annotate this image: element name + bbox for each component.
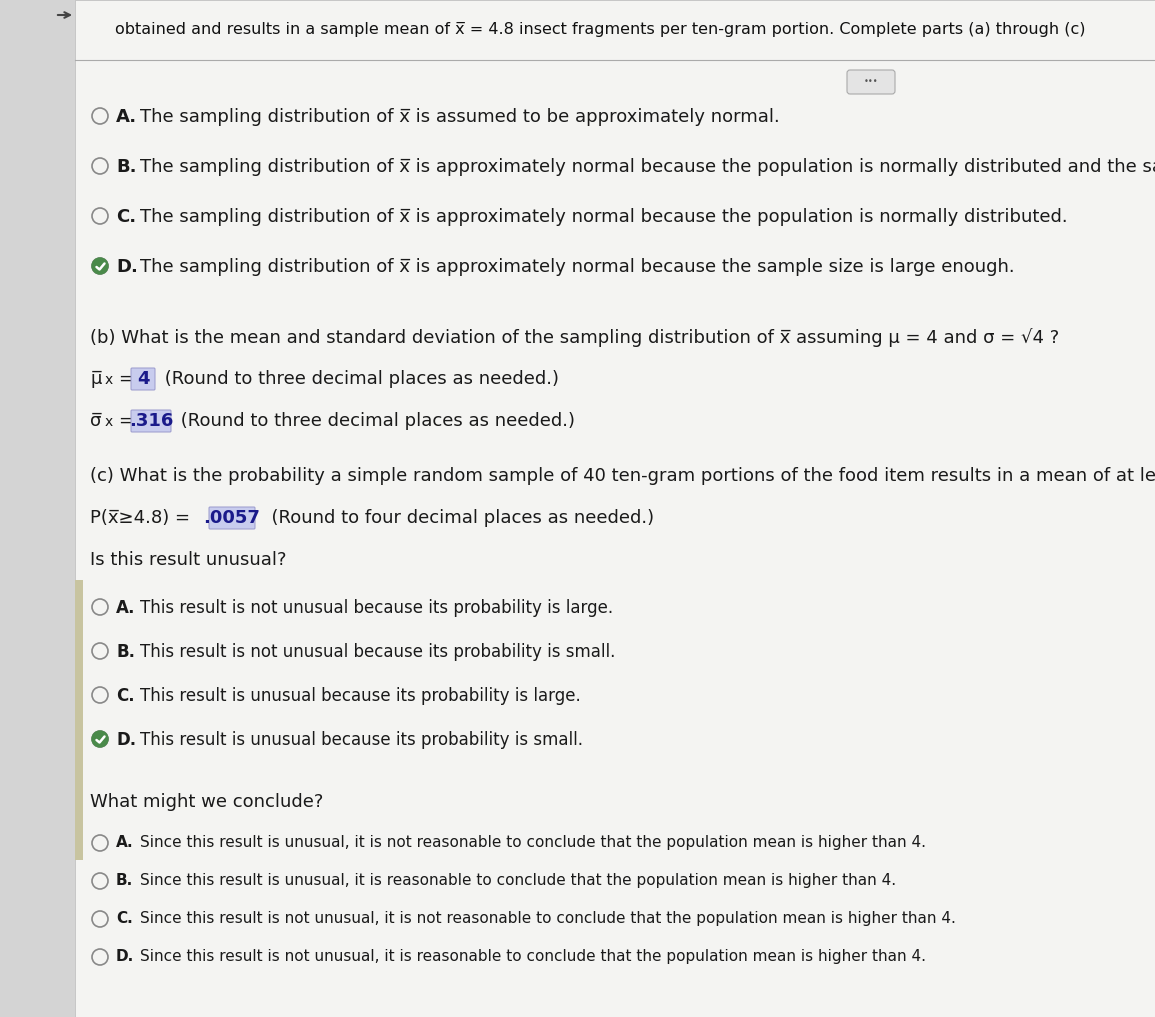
Text: C.: C. <box>116 208 136 226</box>
Text: D.: D. <box>116 258 137 276</box>
Text: What might we conclude?: What might we conclude? <box>90 793 323 811</box>
Text: μ̅: μ̅ <box>90 370 102 388</box>
Text: A.: A. <box>116 835 134 850</box>
Bar <box>75 580 83 860</box>
Text: C.: C. <box>116 687 135 705</box>
Text: This result is unusual because its probability is large.: This result is unusual because its proba… <box>140 687 581 705</box>
Text: 4: 4 <box>136 370 149 388</box>
Text: A.: A. <box>116 108 137 126</box>
Text: x: x <box>105 373 113 387</box>
Text: The sampling distribution of x̅ is approximately normal because the population i: The sampling distribution of x̅ is appro… <box>140 158 1155 176</box>
Text: =: = <box>118 370 133 388</box>
Text: .316: .316 <box>129 412 173 430</box>
Text: The sampling distribution of x̅ is approximately normal because the population i: The sampling distribution of x̅ is appro… <box>140 208 1067 226</box>
Text: (c) What is the probability a simple random sample of 40 ten-gram portions of th: (c) What is the probability a simple ran… <box>90 467 1155 485</box>
Text: (Round to three decimal places as needed.): (Round to three decimal places as needed… <box>159 370 559 388</box>
Text: C.: C. <box>116 911 133 926</box>
Text: The sampling distribution of x̅ is approximately normal because the sample size : The sampling distribution of x̅ is appro… <box>140 258 1014 276</box>
Text: (Round to three decimal places as needed.): (Round to three decimal places as needed… <box>176 412 575 430</box>
Text: This result is unusual because its probability is small.: This result is unusual because its proba… <box>140 731 583 749</box>
Text: x: x <box>105 415 113 429</box>
Text: The sampling distribution of x̅ is assumed to be approximately normal.: The sampling distribution of x̅ is assum… <box>140 108 780 126</box>
Circle shape <box>92 258 109 274</box>
Text: P(x̅≥4.8) =: P(x̅≥4.8) = <box>90 508 195 527</box>
Text: This result is not unusual because its probability is small.: This result is not unusual because its p… <box>140 643 616 661</box>
Text: B.: B. <box>116 158 136 176</box>
Text: This result is not unusual because its probability is large.: This result is not unusual because its p… <box>140 599 613 617</box>
Circle shape <box>92 731 109 747</box>
FancyBboxPatch shape <box>847 70 895 94</box>
Text: (Round to four decimal places as needed.): (Round to four decimal places as needed.… <box>260 508 654 527</box>
Text: =: = <box>118 412 133 430</box>
Text: σ̅: σ̅ <box>90 412 102 430</box>
Text: obtained and results in a sample mean of x̅ = 4.8 insect fragments per ten-gram : obtained and results in a sample mean of… <box>116 22 1086 37</box>
FancyBboxPatch shape <box>131 410 171 432</box>
Text: D.: D. <box>116 731 136 749</box>
Text: Since this result is unusual, it is not reasonable to conclude that the populati: Since this result is unusual, it is not … <box>140 835 926 850</box>
Text: B.: B. <box>116 643 135 661</box>
Text: Since this result is unusual, it is reasonable to conclude that the population m: Since this result is unusual, it is reas… <box>140 873 896 888</box>
Text: B.: B. <box>116 873 133 888</box>
Text: Since this result is not unusual, it is reasonable to conclude that the populati: Since this result is not unusual, it is … <box>140 949 926 964</box>
Text: .0057: .0057 <box>203 508 260 527</box>
Text: D.: D. <box>116 949 134 964</box>
Text: •••: ••• <box>864 77 878 86</box>
FancyBboxPatch shape <box>131 368 155 390</box>
Text: Is this result unusual?: Is this result unusual? <box>90 551 286 569</box>
Text: (b) What is the mean and standard deviation of the sampling distribution of x̅ a: (b) What is the mean and standard deviat… <box>90 328 1059 347</box>
Text: A.: A. <box>116 599 135 617</box>
FancyBboxPatch shape <box>209 507 255 529</box>
Text: Since this result is not unusual, it is not reasonable to conclude that the popu: Since this result is not unusual, it is … <box>140 911 956 926</box>
